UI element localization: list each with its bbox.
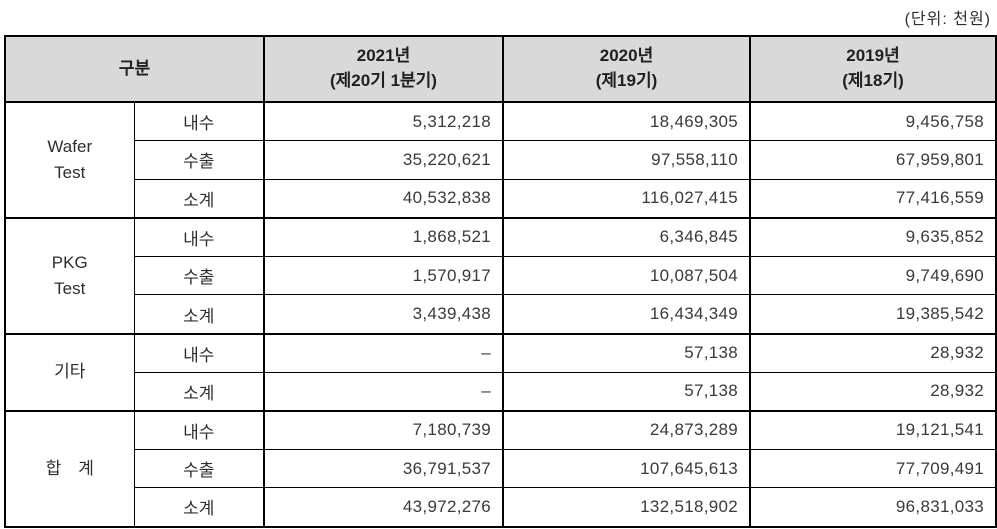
table-row: 소계 43,972,276 132,518,902 96,831,033 <box>5 487 997 528</box>
table-cell: 1,868,521 <box>263 216 504 257</box>
table-cell: 57,138 <box>502 332 751 373</box>
row-label: 수출 <box>133 255 265 296</box>
table-cell: 116,027,415 <box>502 178 751 219</box>
table-cell: 77,416,559 <box>749 178 997 219</box>
group-label-wafer-test: Wafer Test <box>4 101 135 219</box>
table-cell: 1,570,917 <box>263 255 504 296</box>
table-cell: 10,087,504 <box>502 255 751 296</box>
table-cell: 24,873,289 <box>502 409 751 450</box>
table-cell: 67,959,801 <box>749 140 997 180</box>
table-cell: 5,312,218 <box>263 101 504 142</box>
table-row: 수출 1,570,917 10,087,504 9,749,690 <box>5 255 997 296</box>
table-cell: 6,346,845 <box>502 216 751 257</box>
header-year-2021: 2021년 (제20기 1분기) <box>263 35 504 103</box>
table-cell: 9,749,690 <box>749 255 997 296</box>
table-row: 소계 40,532,838 116,027,415 77,416,559 <box>5 178 997 219</box>
table-cell: – <box>263 332 504 373</box>
sales-breakdown-table: 구분 2021년 (제20기 1분기) 2020년 (제19기) 2019년 (… <box>4 35 997 528</box>
table-cell: 18,469,305 <box>502 101 751 142</box>
row-label: 내수 <box>133 216 265 257</box>
row-label: 소계 <box>133 371 265 412</box>
unit-label: (단위: 천원) <box>904 11 991 28</box>
row-label: 수출 <box>133 140 265 180</box>
table-cell: 9,456,758 <box>749 101 997 142</box>
table-row: Wafer Test 내수 5,312,218 18,469,305 9,456… <box>4 101 997 219</box>
table-header-row: 구분 2021년 (제20기 1분기) 2020년 (제19기) 2019년 (… <box>4 35 997 103</box>
table-row: 소계 – 57,138 28,932 <box>5 371 997 412</box>
table-cell: 19,385,542 <box>749 294 997 335</box>
table-cell: 28,932 <box>749 332 997 373</box>
header-year-2019: 2019년 (제18기) <box>749 35 997 103</box>
table-cell: 40,532,838 <box>263 178 504 219</box>
row-label: 소계 <box>133 294 265 335</box>
row-label: 내수 <box>133 409 265 450</box>
table-cell: 19,121,541 <box>749 409 997 450</box>
header-year-2020: 2020년 (제19기) <box>502 35 751 103</box>
table-row: 소계 3,439,438 16,434,349 19,385,542 <box>5 294 997 335</box>
row-label: 수출 <box>133 448 265 489</box>
table-cell: 97,558,110 <box>502 140 751 180</box>
table-cell: 132,518,902 <box>502 487 751 528</box>
table-row: 수출 36,791,537 107,645,613 77,709,491 <box>5 448 997 489</box>
table-row: 기타 내수 – 57,138 28,932 <box>4 332 997 412</box>
table-cell: 16,434,349 <box>502 294 751 335</box>
table-row: PKG Test 내수 1,868,521 6,346,845 9,635,85… <box>4 216 997 335</box>
table-row: 수출 35,220,621 97,558,110 67,959,801 <box>5 140 997 180</box>
row-label: 소계 <box>133 487 265 528</box>
row-label: 내수 <box>133 332 265 373</box>
table-cell: 28,932 <box>749 371 997 412</box>
table-cell: 36,791,537 <box>263 448 504 489</box>
row-label: 내수 <box>133 101 265 142</box>
table-cell: 96,831,033 <box>749 487 997 528</box>
table-cell: 57,138 <box>502 371 751 412</box>
group-label-etc: 기타 <box>4 332 135 412</box>
table-cell: 9,635,852 <box>749 216 997 257</box>
table-cell: 7,180,739 <box>263 409 504 450</box>
table-cell: 107,645,613 <box>502 448 751 489</box>
table-cell: 77,709,491 <box>749 448 997 489</box>
group-label-total: 합 계 <box>4 409 135 528</box>
table-cell: 3,439,438 <box>263 294 504 335</box>
header-category: 구분 <box>4 35 265 103</box>
table-cell: – <box>263 371 504 412</box>
table-cell: 35,220,621 <box>263 140 504 180</box>
table-row: 합 계 내수 7,180,739 24,873,289 19,121,541 <box>4 409 997 528</box>
group-label-pkg-test: PKG Test <box>4 216 135 335</box>
row-label: 소계 <box>133 178 265 219</box>
table-cell: 43,972,276 <box>263 487 504 528</box>
